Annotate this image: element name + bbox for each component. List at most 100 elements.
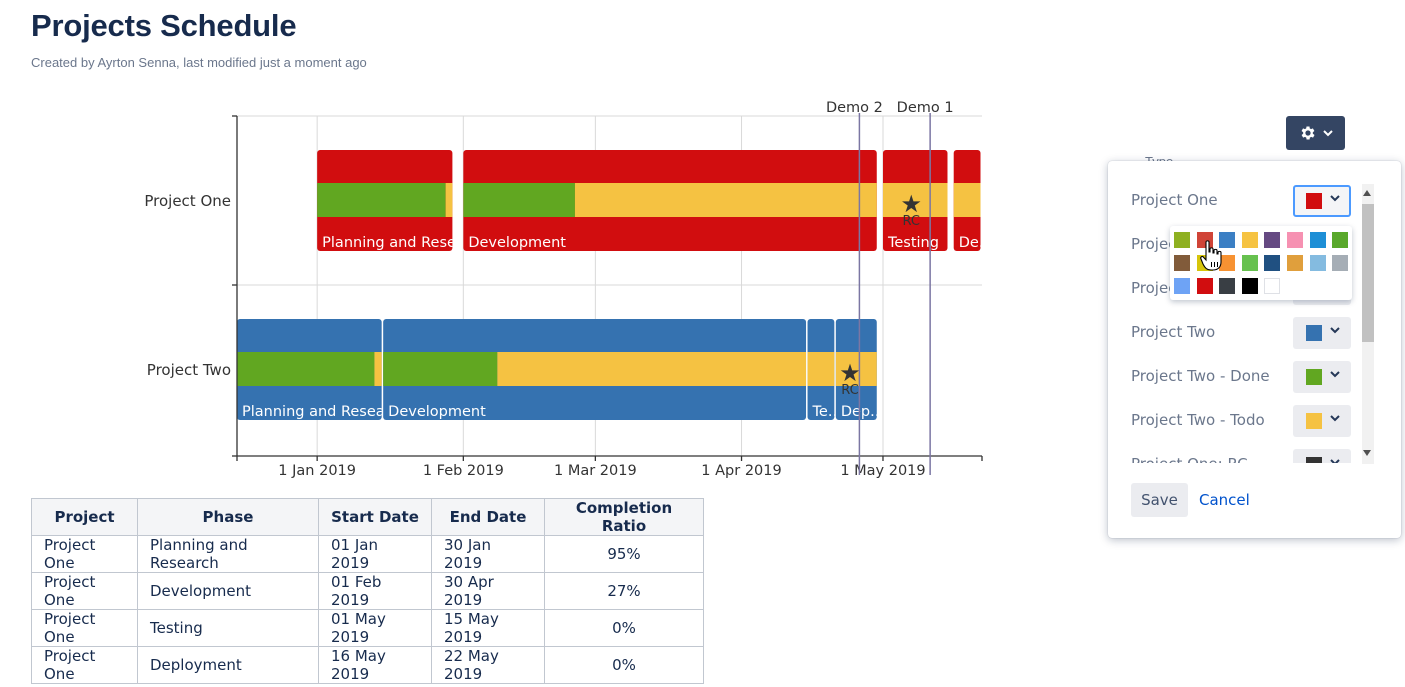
- palette-color-swatch[interactable]: [1174, 255, 1190, 271]
- gantt-phase-done: [383, 352, 498, 386]
- col-header-project[interactable]: Project: [31, 498, 138, 536]
- page-title: Projects Schedule: [31, 8, 297, 43]
- color-row-label: Project Two - Done: [1131, 367, 1270, 385]
- color-picker-button[interactable]: [1293, 405, 1351, 437]
- table-row: Project One Deployment 16 May 2019 22 Ma…: [31, 646, 704, 684]
- color-swatch: [1306, 193, 1322, 209]
- palette-color-swatch[interactable]: [1332, 255, 1349, 271]
- chevron-down-icon: [1330, 371, 1340, 378]
- color-row-project-two-todo: Project Two - Todo: [1108, 400, 1364, 444]
- cell-project: Project One: [31, 609, 138, 647]
- palette-color-swatch[interactable]: [1264, 232, 1281, 248]
- cell-end-date: 30 Apr 2019: [431, 572, 545, 610]
- gantt-phase-todo: [374, 352, 382, 386]
- palette-color-swatch[interactable]: [1264, 255, 1281, 271]
- col-header-completion-ratio[interactable]: Completion Ratio: [544, 498, 704, 536]
- color-row-label: Project One: [1131, 191, 1218, 209]
- x-tick-label: 1 Jan 2019: [278, 463, 356, 479]
- color-picker-button[interactable]: [1293, 449, 1351, 463]
- color-swatch: [1306, 457, 1322, 463]
- cell-end-date: 15 May 2019: [431, 609, 545, 647]
- cell-end-date: 30 Jan 2019: [431, 535, 545, 573]
- palette-color-swatch[interactable]: [1219, 232, 1236, 248]
- cell-project: Project One: [31, 572, 138, 610]
- color-swatch: [1306, 413, 1322, 429]
- color-rows-list[interactable]: Project One Project One - Done Project O…: [1108, 180, 1364, 463]
- rc-star-icon: ★: [901, 190, 923, 218]
- palette-color-swatch[interactable]: [1174, 278, 1190, 294]
- page-byline: Created by Ayrton Senna, last modified j…: [31, 55, 367, 70]
- chevron-down-icon: [1330, 415, 1340, 422]
- save-button[interactable]: Save: [1131, 483, 1188, 517]
- table-row: Project One Testing 01 May 2019 15 May 2…: [31, 609, 704, 647]
- table-header-row: Project Phase Start Date End Date Comple…: [31, 498, 704, 536]
- cell-project: Project One: [31, 646, 138, 684]
- project-row-label: Project Two: [147, 361, 231, 379]
- hand-cursor-icon: [1200, 240, 1222, 271]
- color-picker-button[interactable]: [1293, 185, 1351, 217]
- cell-completion-ratio: 27%: [544, 572, 704, 610]
- gantt-phase-label: Planning and Rese..: [322, 235, 465, 251]
- cell-completion-ratio: 0%: [544, 609, 704, 647]
- cell-start-date: 16 May 2019: [318, 646, 432, 684]
- color-row-label: Project One: RC: [1131, 455, 1248, 463]
- palette-color-swatch[interactable]: [1287, 255, 1303, 271]
- palette-color-swatch[interactable]: [1174, 232, 1190, 248]
- col-header-phase[interactable]: Phase: [137, 498, 319, 536]
- cell-end-date: 22 May 2019: [431, 646, 545, 684]
- gantt-phase-todo: [953, 183, 981, 217]
- col-header-end-date[interactable]: End Date: [431, 498, 545, 536]
- x-tick-label: 1 Apr 2019: [701, 463, 781, 479]
- color-row-project-two: Project Two: [1108, 312, 1364, 356]
- x-tick-label: 1 May 2019: [840, 463, 925, 479]
- milestone-label: Demo 2: [826, 100, 883, 116]
- cell-phase: Deployment: [137, 646, 319, 684]
- color-picker-button[interactable]: [1293, 361, 1351, 393]
- cell-phase: Development: [137, 572, 319, 610]
- gantt-phase-label: Development: [468, 235, 566, 251]
- palette-color-swatch[interactable]: [1241, 232, 1258, 248]
- gantt-phase-todo: [882, 183, 948, 217]
- scrollbar-thumb[interactable]: [1362, 204, 1374, 342]
- gantt-phase-label: Development: [388, 404, 486, 420]
- cell-project: Project One: [31, 535, 138, 573]
- rc-marker-label: RC: [903, 214, 920, 229]
- palette-color-swatch[interactable]: [1219, 255, 1236, 271]
- gantt-phase-todo: [807, 352, 835, 386]
- palette-color-swatch[interactable]: [1287, 232, 1303, 248]
- scroll-down-arrow-icon[interactable]: [1363, 450, 1371, 456]
- color-swatch: [1306, 325, 1322, 341]
- chevron-down-icon: [1330, 459, 1340, 463]
- project-row-label: Project One: [144, 192, 231, 210]
- palette-color-swatch[interactable]: [1309, 232, 1326, 248]
- chevron-down-icon: [1330, 195, 1340, 202]
- color-picker-button[interactable]: [1293, 317, 1351, 349]
- x-tick-label: 1 Feb 2019: [423, 463, 504, 479]
- palette-color-swatch[interactable]: [1264, 278, 1281, 294]
- gantt-phase-done: [317, 183, 446, 217]
- color-row-project-one: Project One: [1108, 180, 1364, 224]
- cell-start-date: 01 Jan 2019: [318, 535, 432, 573]
- col-header-start-date[interactable]: Start Date: [318, 498, 432, 536]
- palette-color-swatch[interactable]: [1219, 278, 1236, 294]
- cancel-link[interactable]: Cancel: [1199, 491, 1250, 509]
- gear-icon: [1301, 126, 1315, 140]
- table-row: Project One Development 01 Feb 2019 30 A…: [31, 572, 704, 610]
- chart-axis: Project One Project Two 1 Jan 2019 1 Feb 20…: [144, 115, 983, 479]
- chevron-down-icon: [1322, 130, 1333, 137]
- palette-color-swatch[interactable]: [1241, 255, 1258, 271]
- chart-bars: Planning and Rese.. Development Testing De.…: [237, 150, 988, 420]
- palette-color-swatch[interactable]: [1309, 255, 1326, 271]
- color-row-project-two-done: Project Two - Done: [1108, 356, 1364, 400]
- scroll-up-arrow-icon[interactable]: [1363, 190, 1371, 196]
- gantt-phase-todo: [574, 183, 877, 217]
- color-row-label: Project Two - Todo: [1131, 411, 1265, 429]
- palette-color-swatch[interactable]: [1196, 278, 1213, 294]
- chart-settings-button[interactable]: [1286, 116, 1345, 150]
- color-list-scrollbar[interactable]: [1360, 184, 1377, 464]
- color-row-project-one-rc: Project One: RC: [1108, 444, 1364, 463]
- palette-color-swatch[interactable]: [1332, 232, 1349, 248]
- cell-start-date: 01 Feb 2019: [318, 572, 432, 610]
- gantt-phase-label: De..: [959, 235, 988, 251]
- palette-color-swatch[interactable]: [1241, 278, 1258, 294]
